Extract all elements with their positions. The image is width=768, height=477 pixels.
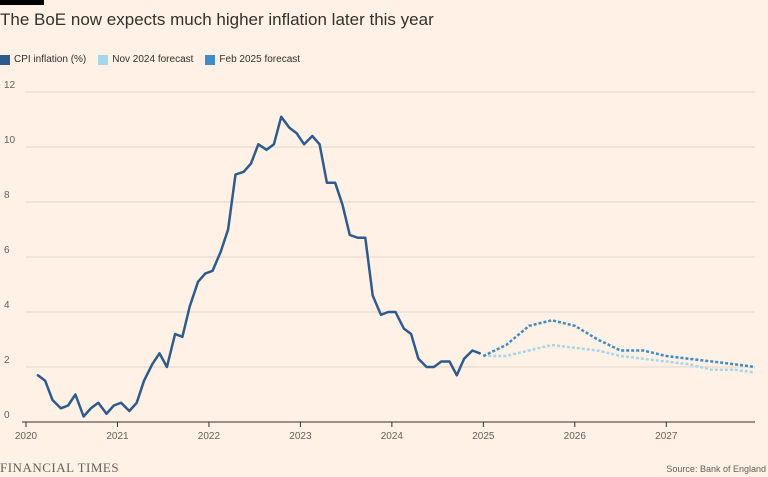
legend-label-feb-forecast: Feb 2025 forecast [219, 54, 301, 65]
legend-swatch-cpi [0, 54, 10, 65]
x-tick-label-2020: 2020 [15, 431, 38, 442]
y-tick-label-0: 0 [4, 410, 10, 421]
nov-forecast-line [483, 343, 756, 374]
ft-brand-logo: FINANCIAL TIMES [0, 460, 120, 475]
legend-label-cpi: CPI inflation (%) [14, 54, 87, 65]
y-tick-label-6: 6 [4, 245, 10, 256]
chart-legend: CPI inflation (%) Nov 2024 forecast Feb … [0, 54, 300, 65]
y-tick-label-4: 4 [4, 300, 10, 311]
y-tick-label-2: 2 [4, 355, 10, 366]
x-tick-label-2021: 2021 [106, 431, 129, 442]
y-tick-label-8: 8 [4, 190, 10, 201]
x-tick-label-2027: 2027 [655, 431, 678, 442]
cpi-line [36, 115, 481, 418]
x-tick-label-2024: 2024 [381, 431, 404, 442]
legend-item-nov-forecast: Nov 2024 forecast [98, 54, 193, 65]
legend-label-nov-forecast: Nov 2024 forecast [112, 54, 194, 65]
x-tick-label-2023: 2023 [289, 431, 312, 442]
y-tick-label-10: 10 [4, 135, 16, 146]
feb-forecast-line [482, 319, 756, 369]
x-tick-label-2026: 2026 [564, 431, 587, 442]
x-tick-label-2025: 2025 [472, 431, 495, 442]
source-note: Source: Bank of England [666, 464, 766, 474]
legend-swatch-feb-forecast [205, 54, 216, 65]
legend-swatch-nov-forecast [98, 54, 109, 65]
chart-title: The BoE now expects much higher inflatio… [0, 10, 434, 29]
legend-item-cpi: CPI inflation (%) [0, 54, 86, 65]
ft-top-bar [0, 0, 44, 5]
legend-item-feb-forecast: Feb 2025 forecast [205, 54, 300, 65]
x-tick-label-2022: 2022 [198, 431, 221, 442]
y-tick-label-12: 12 [4, 80, 16, 91]
